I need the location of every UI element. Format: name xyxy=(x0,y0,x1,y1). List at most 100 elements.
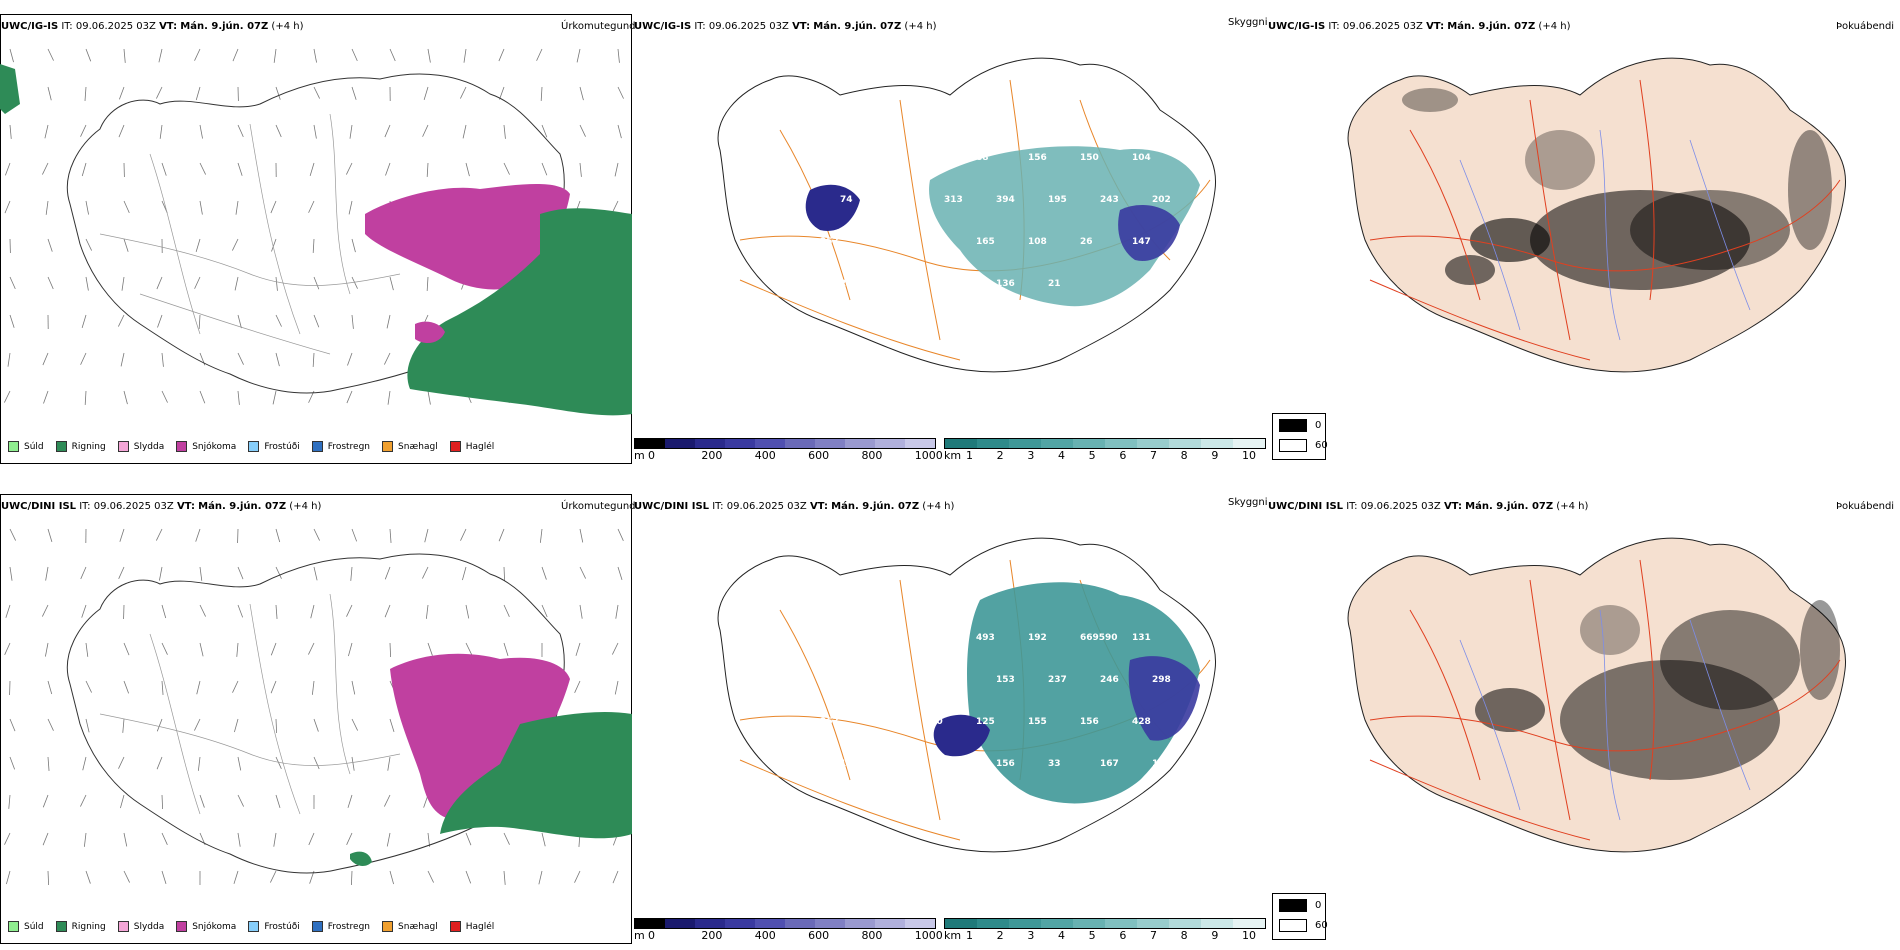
colorbar-segment xyxy=(945,439,977,448)
cloudbase-value-label: 88 xyxy=(976,153,989,163)
wind-barb xyxy=(270,680,277,694)
wind-barb xyxy=(85,276,89,291)
rain-area-west xyxy=(0,64,20,114)
vis-header: UWC/DINI ISL IT: 09.06.2025 03Z VT: Mán.… xyxy=(634,501,955,512)
fog-legend-swatch xyxy=(1279,419,1307,432)
wind-barb xyxy=(275,604,278,619)
precip-legend-item: Haglél xyxy=(449,921,495,932)
wind-barb xyxy=(236,642,239,657)
wind-barb xyxy=(389,642,392,657)
colorbar-tick: 3 xyxy=(1027,929,1035,942)
wind-barb xyxy=(310,604,315,619)
cloudbase-value-label: 157 xyxy=(872,153,891,163)
iceland-coastline xyxy=(66,553,565,874)
colorbar-tick: 1 xyxy=(966,929,973,942)
fog-shading xyxy=(1402,88,1832,290)
wind-barb xyxy=(465,604,470,619)
cloudbase-value-label: 136 xyxy=(996,279,1015,289)
wind-barb xyxy=(232,238,239,251)
wind-barb xyxy=(196,680,201,695)
cloudbase-value-label: 493 xyxy=(976,633,995,643)
wind-barb xyxy=(351,86,357,100)
colorbar-segment xyxy=(1009,439,1041,448)
vis-header: UWC/IG-IS IT: 09.06.2025 03Z VT: Mán. 9.… xyxy=(634,21,937,32)
colorbar-segment xyxy=(1009,919,1041,928)
wind-barb xyxy=(311,680,315,695)
wind-barb xyxy=(194,48,201,61)
wind-barb xyxy=(309,162,315,177)
cloudbase-value-label: 201 xyxy=(944,759,963,769)
cloudbase-value-label: 153 xyxy=(996,675,1015,685)
fog-map xyxy=(1347,57,1847,373)
cloudbase-value-label: 74 xyxy=(840,195,853,205)
wind-barb xyxy=(351,756,355,771)
wind-barb xyxy=(465,642,472,655)
wind-barb xyxy=(579,604,583,619)
colorbar-segment xyxy=(1105,439,1137,448)
wind-barb xyxy=(42,832,49,846)
legend-label: Haglél xyxy=(465,921,495,932)
wind-barb xyxy=(123,48,126,63)
wind-barb xyxy=(313,756,320,770)
colorbar-tick: 600 xyxy=(808,449,830,462)
wind-barb xyxy=(275,794,281,808)
colorbar-segment xyxy=(845,919,875,928)
colorbar-tick: 400 xyxy=(754,929,776,942)
legend-swatch xyxy=(117,441,129,452)
wind-barb xyxy=(9,314,15,328)
wind-barb xyxy=(351,680,356,695)
iceland-coastline xyxy=(66,73,565,394)
wind-barb xyxy=(351,276,358,289)
cloudbase-value-label: 313 xyxy=(944,195,963,205)
colorbar-tick: 9 xyxy=(1211,449,1219,462)
precip-legend-item: Snjókoma xyxy=(176,441,236,452)
cloudbase-value-label: 190 xyxy=(924,717,943,727)
low-cloudbase-area xyxy=(805,184,860,231)
wind-barb xyxy=(536,48,543,61)
wind-barb xyxy=(199,642,204,657)
wind-barb xyxy=(81,604,87,618)
wind-barb xyxy=(199,566,203,581)
wind-barb xyxy=(232,680,239,693)
wind-barb xyxy=(423,86,429,101)
wind-barb xyxy=(387,390,391,405)
cloudbase-unit: m xyxy=(634,929,645,942)
wind-barb xyxy=(503,642,509,656)
legend-label: Frostregn xyxy=(327,441,371,452)
legend-swatch xyxy=(117,921,129,932)
wind-barb xyxy=(122,718,125,733)
visibility-unit: km xyxy=(944,929,962,942)
wind-barb xyxy=(237,756,242,771)
fog-legend-swatch xyxy=(1279,439,1307,452)
wind-barb xyxy=(275,566,282,579)
wind-barb xyxy=(427,832,431,847)
wind-barb xyxy=(351,238,356,253)
visibility-colorbar xyxy=(944,918,1266,929)
wind-barb xyxy=(465,162,470,177)
colorbar-tick: 6 xyxy=(1119,449,1127,462)
wind-barb xyxy=(45,642,49,657)
snow-area xyxy=(365,184,570,290)
cloudbase-value-label: 263 xyxy=(820,717,839,727)
cloudbase-value-label: 150 xyxy=(1080,153,1099,163)
wind-barb xyxy=(161,162,167,176)
wind-barb xyxy=(275,86,281,100)
cloudbase-values: 242 246 562 493 192 669590 131 144 226 329 153 237 2… xyxy=(820,633,1171,769)
wind-barb xyxy=(465,832,472,846)
wind-barb xyxy=(348,642,353,657)
wind-barb xyxy=(158,48,163,63)
wind-barb xyxy=(9,566,13,581)
precip-title: Úrkomutegund xyxy=(561,21,636,32)
wind-barb xyxy=(123,680,130,694)
wind-barb xyxy=(346,832,353,845)
legend-label: Slydda xyxy=(133,441,165,452)
precip-legend-item: Frostregn xyxy=(311,441,371,452)
legend-label: Snæhagl xyxy=(398,921,438,932)
wind-barb xyxy=(422,566,429,579)
wind-barb xyxy=(199,162,207,175)
colorbar-segment xyxy=(905,439,935,448)
wind-barb xyxy=(156,756,163,770)
wind-barb xyxy=(271,238,277,252)
wind-barb xyxy=(118,124,125,138)
wind-barb xyxy=(503,870,506,885)
